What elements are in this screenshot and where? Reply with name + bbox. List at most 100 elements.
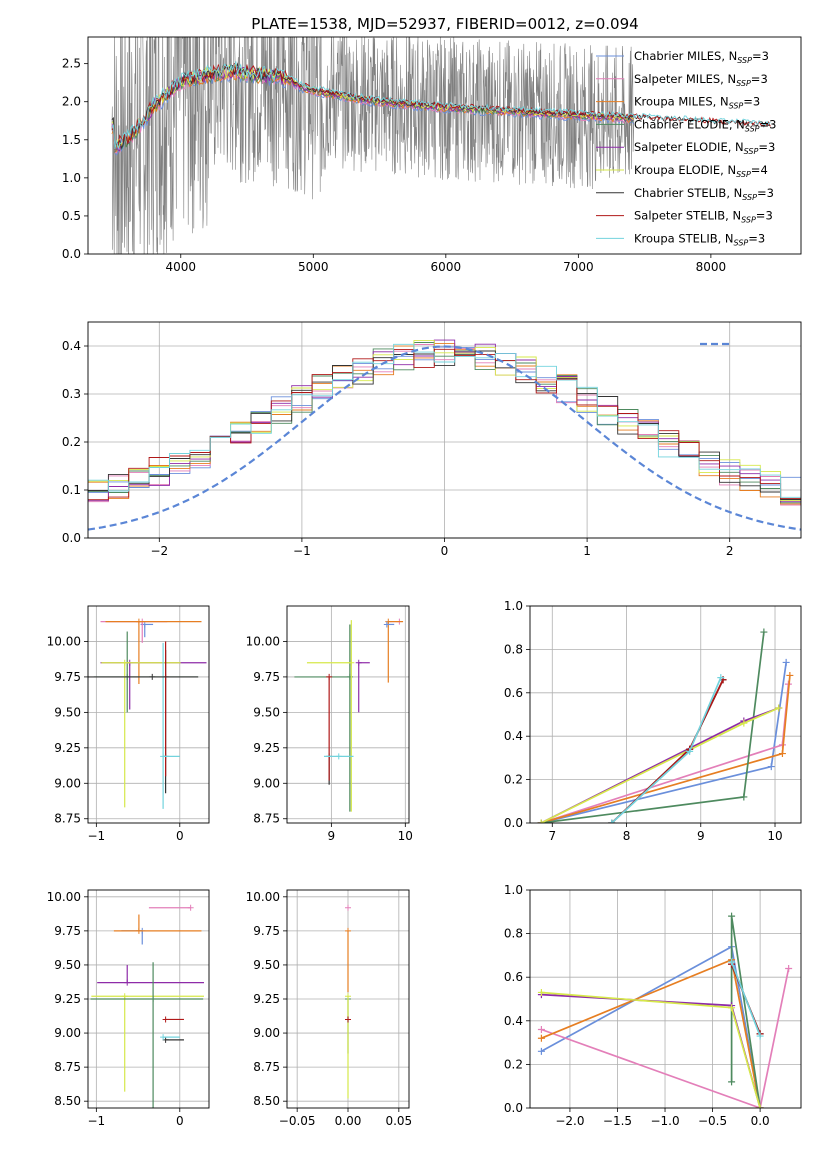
axes-frame (529, 889, 802, 1109)
data-point (345, 927, 351, 934)
data-point (767, 763, 775, 771)
y-tick-label: 1.0 (504, 883, 523, 897)
y-tick-label: 9.75 (54, 670, 81, 684)
data-point (537, 1026, 545, 1034)
y-tick-label: 9.75 (253, 670, 280, 684)
data-point (760, 628, 768, 636)
y-tick-label: 9.00 (54, 776, 81, 790)
y-tick-label: 10.00 (246, 634, 280, 648)
data-point (785, 964, 793, 972)
y-tick-label: 9.50 (253, 705, 280, 719)
x-tick-label: −1 (87, 829, 105, 843)
data-point (187, 904, 194, 911)
data-point (740, 793, 748, 801)
y-tick-label: 1.0 (62, 171, 81, 185)
data-point (782, 658, 790, 666)
data-point (335, 753, 342, 760)
y-tick-label: 9.50 (253, 958, 280, 972)
y-tick-label: 0.0 (504, 816, 523, 830)
data-point (383, 621, 390, 628)
data-point (160, 753, 167, 760)
legend-entry: Chabrier STELIB, NSSP=3 (634, 186, 774, 202)
legend-entry: Salpeter STELIB, NSSP=3 (634, 209, 773, 225)
data-point (355, 659, 362, 666)
data-point (135, 618, 142, 625)
data-point (717, 674, 725, 682)
x-tick-label: 0 (441, 544, 449, 558)
legend-entry: Salpeter ELODIE, NSSP=3 (634, 140, 775, 156)
y-tick-label: 9.25 (253, 741, 280, 755)
y-tick-label: 9.00 (253, 776, 280, 790)
data-point (162, 1036, 169, 1043)
data-point (149, 673, 156, 680)
y-tick-label: 10.00 (47, 890, 81, 904)
data-point (345, 1016, 351, 1023)
axes-frame (286, 889, 410, 1109)
data-point (326, 673, 333, 680)
x-tick-label: −1.5 (603, 1114, 632, 1128)
y-tick-label: 0.2 (504, 773, 523, 787)
y-tick-label: 2.5 (62, 57, 81, 71)
x-tick-label: −1.0 (650, 1114, 679, 1128)
x-tick-label: 2 (726, 544, 734, 558)
x-tick-label: 10 (398, 829, 413, 843)
x-tick-label: −1 (87, 1114, 105, 1128)
legend-entry: Kroupa MILES, NSSP=3 (634, 95, 760, 111)
x-tick-label: −2.0 (555, 1114, 584, 1128)
x-tick-label: 4000 (165, 260, 196, 274)
series-line (540, 662, 788, 823)
y-tick-label: 0.8 (504, 642, 523, 656)
x-tick-label: 0.05 (385, 1114, 412, 1128)
legend-entry: Salpeter MILES, NSSP=3 (634, 72, 768, 88)
y-tick-label: 0.0 (62, 247, 81, 261)
histogram-step (88, 343, 801, 498)
y-tick-label: 0.5 (62, 209, 81, 223)
x-tick-label: 0.0 (751, 1114, 770, 1128)
axes-frame (87, 605, 210, 824)
x-tick-label: 1 (583, 544, 591, 558)
y-tick-label: 9.75 (253, 924, 280, 938)
axes-frame (529, 605, 802, 824)
plot-area (88, 339, 801, 531)
plot-area (345, 904, 351, 1099)
data-point (775, 704, 783, 712)
y-tick-label: 2.0 (62, 95, 81, 109)
y-tick-label: 10.00 (47, 634, 81, 648)
y-tick-label: 0.8 (504, 927, 523, 941)
data-point (537, 1047, 545, 1055)
data-point (728, 958, 736, 966)
data-point (740, 719, 748, 727)
data-point (348, 659, 355, 666)
x-tick-label: 0.00 (335, 1114, 362, 1128)
data-point (537, 819, 545, 823)
x-tick-label: −2 (150, 544, 168, 558)
series-line (540, 675, 791, 823)
legend-entry: Chabrier MILES, NSSP=3 (634, 49, 769, 65)
y-tick-label: 8.50 (54, 1094, 81, 1108)
series-line (730, 961, 761, 1037)
data-point (608, 819, 616, 823)
data-point (728, 912, 736, 920)
data-point (786, 671, 794, 679)
x-tick-label: 6000 (431, 260, 462, 274)
data-point (686, 747, 694, 755)
chart-weight_vs_Z: −2.0 −1.5 −1.0 −0.5 0.0 0.0 0.2 0.4 0.6 0.8 1.0 (504, 883, 802, 1128)
axes-frame (286, 605, 410, 824)
data-point (537, 1034, 545, 1042)
series-line (541, 991, 761, 1108)
axes-frame (87, 321, 802, 539)
data-point (160, 1034, 167, 1041)
plot-area (90, 904, 204, 1108)
y-tick-label: 0.1 (62, 483, 81, 497)
series-line (540, 684, 790, 823)
y-tick-label: 8.75 (253, 1060, 280, 1074)
data-point (121, 659, 128, 666)
y-tick-label: 9.50 (54, 958, 81, 972)
figure-title: PLATE=1538, MJD=52937, FIBERID=0012, z=0… (251, 15, 638, 33)
y-tick-label: 8.75 (54, 812, 81, 826)
y-tick-label: 9.25 (54, 992, 81, 1006)
legend-entry: Kroupa ELODIE, NSSP=4 (634, 163, 768, 179)
y-tick-label: 9.75 (54, 924, 81, 938)
chart-age_vs_mass: 9 10 8.75 9.00 9.25 9.50 9.75 10.00 (246, 605, 413, 843)
